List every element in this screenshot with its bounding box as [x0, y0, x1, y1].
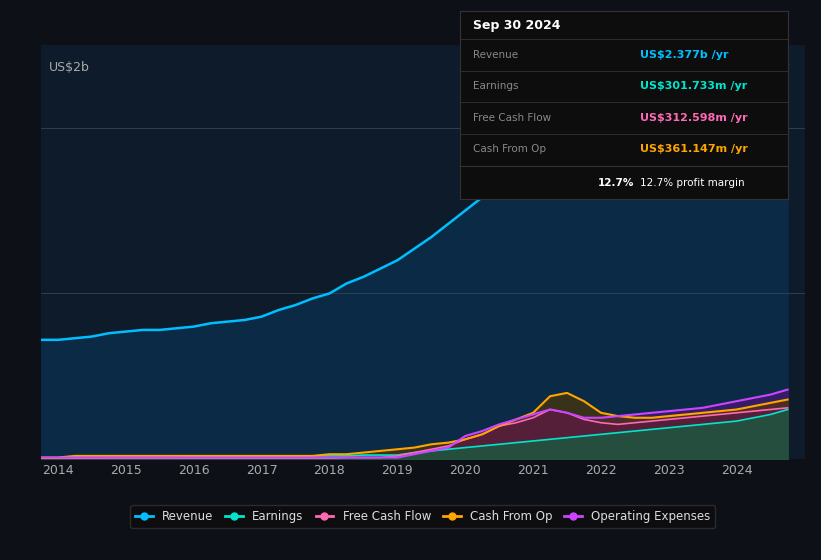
Text: Revenue: Revenue [473, 50, 518, 60]
Text: US$361.147m /yr: US$361.147m /yr [640, 144, 748, 154]
Text: Cash From Op: Cash From Op [473, 144, 546, 154]
Text: Operating Expenses: Operating Expenses [473, 175, 578, 185]
Text: US$301.733m /yr: US$301.733m /yr [640, 81, 748, 91]
Text: Sep 30 2024: Sep 30 2024 [473, 19, 561, 32]
Text: 12.7% profit margin: 12.7% profit margin [640, 178, 745, 188]
Text: US$415.208m /yr: US$415.208m /yr [640, 175, 748, 185]
Text: US$2b: US$2b [48, 62, 89, 74]
Text: Free Cash Flow: Free Cash Flow [473, 113, 551, 123]
Text: Earnings: Earnings [473, 81, 518, 91]
Legend: Revenue, Earnings, Free Cash Flow, Cash From Op, Operating Expenses: Revenue, Earnings, Free Cash Flow, Cash … [131, 506, 715, 528]
Text: US$312.598m /yr: US$312.598m /yr [640, 113, 748, 123]
Text: US$2.377b /yr: US$2.377b /yr [640, 50, 729, 60]
Text: 12.7%: 12.7% [598, 178, 634, 188]
